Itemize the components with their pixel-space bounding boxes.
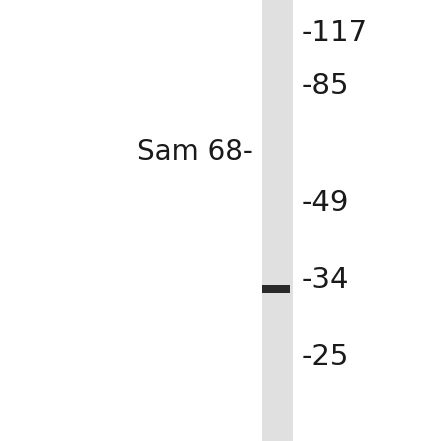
Text: -25: -25 <box>301 343 349 371</box>
Bar <box>262 0 293 441</box>
Text: -34: -34 <box>301 266 349 294</box>
Text: -85: -85 <box>301 72 349 100</box>
Text: -49: -49 <box>301 189 349 217</box>
Text: -117: -117 <box>301 19 367 47</box>
Bar <box>262 285 290 293</box>
Text: Sam 68-: Sam 68- <box>137 138 253 166</box>
